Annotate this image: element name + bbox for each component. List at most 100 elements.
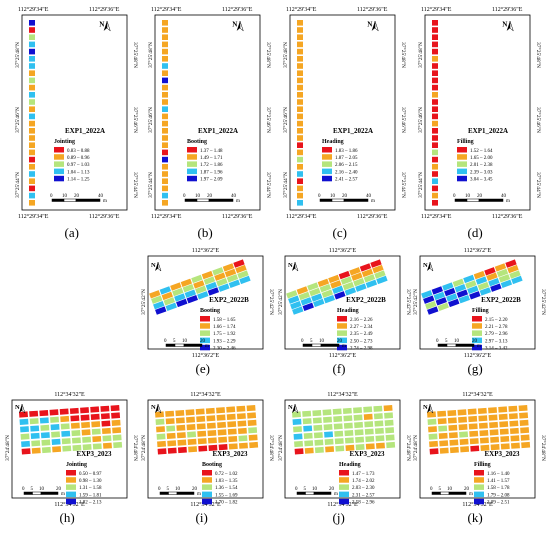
- field-plot: [197, 438, 207, 445]
- field-plot: [302, 410, 312, 417]
- panel-caption: (a): [65, 225, 79, 240]
- field-plot: [432, 84, 438, 91]
- legend-swatch: [457, 147, 467, 153]
- map-panel-b: 112°29'34"E 112°29'36"E 112°29'34"E 112°29'…: [147, 6, 272, 240]
- scale-bar-label: 20: [192, 487, 198, 492]
- field-plot: [384, 419, 394, 426]
- field-plot: [432, 128, 438, 134]
- latitude-label-left: 37°25'48"N: [417, 42, 424, 68]
- field-plot: [458, 424, 468, 431]
- longitude-label-top: 112°29'34"E: [151, 6, 182, 13]
- field-plot: [432, 27, 438, 33]
- field-plot: [325, 446, 335, 453]
- field-plot: [214, 272, 226, 281]
- field-plot: [365, 443, 375, 450]
- field-plot: [519, 419, 529, 426]
- scale-bar-segment: [32, 491, 42, 495]
- field-plot: [100, 413, 110, 420]
- field-plot: [29, 192, 35, 199]
- field-plot: [81, 429, 91, 436]
- legend-range-label: 1.83 – 1.86: [335, 149, 358, 154]
- field-plot: [297, 63, 303, 69]
- legend-swatch: [187, 161, 197, 167]
- field-plot: [496, 268, 509, 278]
- field-plot: [375, 435, 385, 442]
- scale-bar-label: 10: [465, 194, 471, 199]
- longitude-label-top: 112°29'34"E: [286, 6, 317, 13]
- field-plot: [374, 420, 384, 427]
- legend-range-label: 1.87 – 2.05: [335, 156, 358, 161]
- latitude-label-right: 37°25'48"N: [535, 42, 542, 68]
- field-plot: [338, 270, 351, 280]
- map-panel-d: 112°29'34"E 112°29'36"E 112°29'34"E 112°29'…: [417, 6, 542, 240]
- field-plot: [157, 448, 167, 455]
- field-plot: [155, 418, 165, 425]
- legend-range-label: 1.03 – 1.35: [215, 479, 238, 484]
- field-plot: [51, 431, 61, 438]
- field-plot: [217, 429, 227, 436]
- field-plot: [162, 149, 168, 156]
- legend-title: EXP1_2022A: [198, 127, 238, 135]
- panel-caption: (k): [468, 510, 483, 525]
- legend-range-label: 2.15 – 2.20: [485, 318, 508, 323]
- field-plot: [217, 421, 227, 429]
- field-plot: [432, 56, 438, 62]
- north-arrow-icon: [157, 261, 162, 272]
- scale-bar-segment: [455, 343, 475, 347]
- field-plot: [442, 282, 454, 291]
- field-plot: [499, 428, 509, 435]
- north-label: N: [288, 404, 293, 411]
- field-plot: [432, 99, 438, 105]
- latitude-label-right: 37°25'48"N: [400, 42, 407, 68]
- field-plot: [303, 425, 313, 432]
- scale-bar-segment: [296, 491, 306, 495]
- legend-swatch: [472, 330, 482, 336]
- legend-subtitle: Filling: [457, 139, 474, 145]
- plot-grid: [149, 259, 251, 315]
- field-plot: [480, 444, 490, 451]
- scale-bar-label: 0: [453, 194, 456, 199]
- legend-swatch: [202, 498, 212, 505]
- field-plot: [162, 99, 168, 105]
- legend-swatch: [337, 316, 347, 322]
- field-plot: [313, 298, 325, 308]
- field-plot: [30, 425, 40, 432]
- field-plot: [490, 444, 500, 451]
- field-plot: [469, 438, 479, 445]
- field-plot: [90, 413, 100, 420]
- legend-range-label: 1.74 – 2.02: [352, 479, 375, 484]
- field-plot: [61, 430, 71, 437]
- north-label: N: [151, 404, 156, 411]
- legend-range-label: 1.70 – 1.82: [215, 501, 238, 506]
- scale-bar-segment: [431, 491, 441, 495]
- field-plot: [155, 306, 167, 315]
- field-plot: [216, 407, 226, 414]
- latitude-label-left: 37°25'44"N: [14, 172, 21, 198]
- scale-bar-unit: m: [103, 199, 107, 204]
- field-plot: [31, 447, 41, 454]
- longitude-label-top: 112°36'2"E: [329, 247, 357, 254]
- scale-bar-segment: [165, 343, 176, 347]
- legend-swatch: [200, 337, 210, 344]
- north-arrow-icon: [239, 20, 244, 32]
- field-plot: [175, 417, 185, 424]
- latitude-label-left: 37°25'46"N: [417, 107, 424, 133]
- longitude-label-top: 112°36'2"E: [464, 247, 492, 254]
- latitude-label-right: 37°25'46"N: [535, 107, 542, 133]
- field-plot: [479, 287, 492, 296]
- field-plot: [218, 283, 230, 292]
- field-plot: [149, 290, 161, 299]
- field-plot: [297, 106, 303, 112]
- scale-bar-segment: [40, 491, 59, 495]
- field-plot: [180, 278, 193, 287]
- field-plot: [509, 270, 521, 279]
- field-plot: [297, 135, 303, 141]
- field-plot: [297, 171, 303, 177]
- field-plot: [314, 439, 324, 446]
- scale-bar-segment: [343, 198, 369, 202]
- field-plot: [166, 432, 176, 440]
- legend-swatch: [66, 498, 76, 505]
- longitude-label-top: 112°34'32"E: [462, 391, 493, 398]
- field-plot: [317, 278, 330, 287]
- legend-swatch: [322, 161, 332, 167]
